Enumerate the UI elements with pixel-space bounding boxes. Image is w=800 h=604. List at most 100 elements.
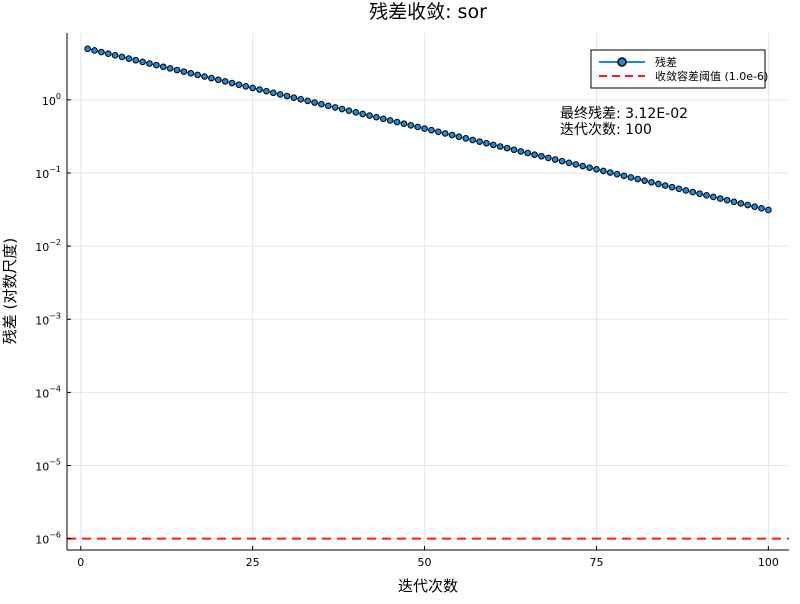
residual-point: [689, 188, 697, 196]
residual-point: [84, 45, 91, 53]
residual-point: [407, 122, 415, 129]
residual-point: [187, 69, 195, 77]
residual-point: [380, 115, 387, 123]
x-tick-label: 50: [418, 556, 432, 569]
residual-point: [104, 50, 112, 58]
residual-point: [91, 47, 98, 54]
residual-point: [675, 185, 683, 193]
legend: 残差 收敛容差阈值 (1.0e-6): [590, 49, 768, 89]
residual-point: [531, 151, 538, 158]
residual-point: [98, 48, 105, 56]
x-tick-label: 100: [758, 556, 779, 569]
residual-point: [146, 60, 153, 67]
residual-point: [648, 179, 655, 186]
legend-marker-residual: [617, 57, 627, 67]
legend-box: [590, 49, 766, 89]
residual-point: [696, 190, 703, 197]
residual-point: [256, 86, 263, 93]
residual-point: [111, 52, 119, 59]
residual-point: [201, 73, 208, 80]
residual-point: [586, 164, 593, 171]
residual-line: [87, 48, 769, 211]
residual-point: [751, 203, 758, 211]
axes-frame: [66, 33, 789, 551]
residual-point: [558, 157, 566, 165]
residual-point: [593, 165, 600, 173]
y-tick-label: 10−3: [35, 311, 61, 327]
residual-point: [469, 136, 476, 144]
residual-point: [606, 169, 614, 176]
residual-point: [503, 144, 511, 152]
residual-point: [324, 102, 332, 110]
residual-point: [730, 198, 738, 206]
residual-point: [221, 78, 229, 85]
residual-point: [600, 167, 607, 175]
x-tick-label: 0: [77, 556, 84, 569]
y-tick-label: 10−2: [35, 238, 61, 254]
residual-point: [386, 117, 394, 124]
residual-point: [551, 156, 559, 163]
residual-point: [710, 193, 717, 201]
residual-point: [318, 100, 325, 108]
residual-point: [510, 146, 518, 154]
residual-point: [744, 201, 752, 209]
x-tick-labels: 0 25 50 75 100: [77, 546, 779, 569]
residual-point: [283, 92, 291, 100]
y-tick-label: 10−5: [35, 458, 61, 474]
residual-point: [723, 196, 731, 204]
residual-point: [194, 71, 201, 79]
residual-point: [173, 66, 181, 74]
residual-point: [524, 149, 532, 157]
residual-point: [490, 141, 497, 149]
residual-point: [634, 175, 642, 183]
residual-point: [765, 206, 772, 214]
residual-point: [352, 109, 360, 116]
residual-point: [235, 81, 243, 88]
residual-point: [496, 143, 504, 150]
residual-point: [263, 87, 270, 95]
residual-point: [441, 130, 449, 137]
y-axis-label: 残差 (对数尺度): [1, 238, 19, 344]
residual-point: [242, 82, 250, 90]
residual-point: [345, 107, 353, 114]
residual-point: [153, 61, 160, 69]
residual-point: [682, 187, 690, 194]
residual-series: [84, 45, 772, 214]
residual-point: [373, 113, 380, 121]
residual-point: [428, 126, 435, 134]
residual-point: [304, 97, 311, 105]
residual-point: [758, 205, 765, 212]
residual-point: [613, 170, 621, 178]
y-tick-labels: 10−6 10−5 10−4 10−3 10−2 10−1 100: [35, 92, 71, 547]
residual-point: [483, 139, 490, 147]
legend-label-residual: 残差: [655, 55, 677, 69]
residual-point: [290, 94, 298, 101]
residual-point: [627, 174, 635, 181]
residual-point: [572, 161, 580, 168]
legend-label-threshold: 收敛容差阈值 (1.0e-6): [655, 69, 768, 83]
residual-point: [228, 79, 236, 87]
residual-point: [476, 138, 483, 145]
residual-point: [393, 118, 401, 126]
residual-point: [132, 56, 140, 64]
residual-point: [125, 55, 133, 62]
residual-point: [455, 133, 463, 141]
residual-point: [421, 125, 428, 132]
residual-point: [545, 154, 552, 162]
residual-point: [276, 91, 284, 98]
residual-point: [448, 131, 456, 139]
residual-point: [435, 128, 442, 136]
residual-point: [655, 180, 662, 188]
chart-title: 残差收敛: sor: [369, 1, 487, 23]
y-tick-label: 100: [42, 92, 61, 108]
residual-point: [311, 99, 318, 106]
residual-point: [366, 112, 373, 119]
residual-point: [208, 74, 215, 82]
residual-point: [269, 89, 277, 97]
annotation-iterations: 迭代次数: 100: [560, 122, 652, 138]
residual-point: [414, 123, 421, 131]
y-tick-label: 10−1: [35, 165, 61, 181]
residual-point: [641, 177, 648, 184]
y-tick-label: 10−6: [35, 531, 61, 547]
